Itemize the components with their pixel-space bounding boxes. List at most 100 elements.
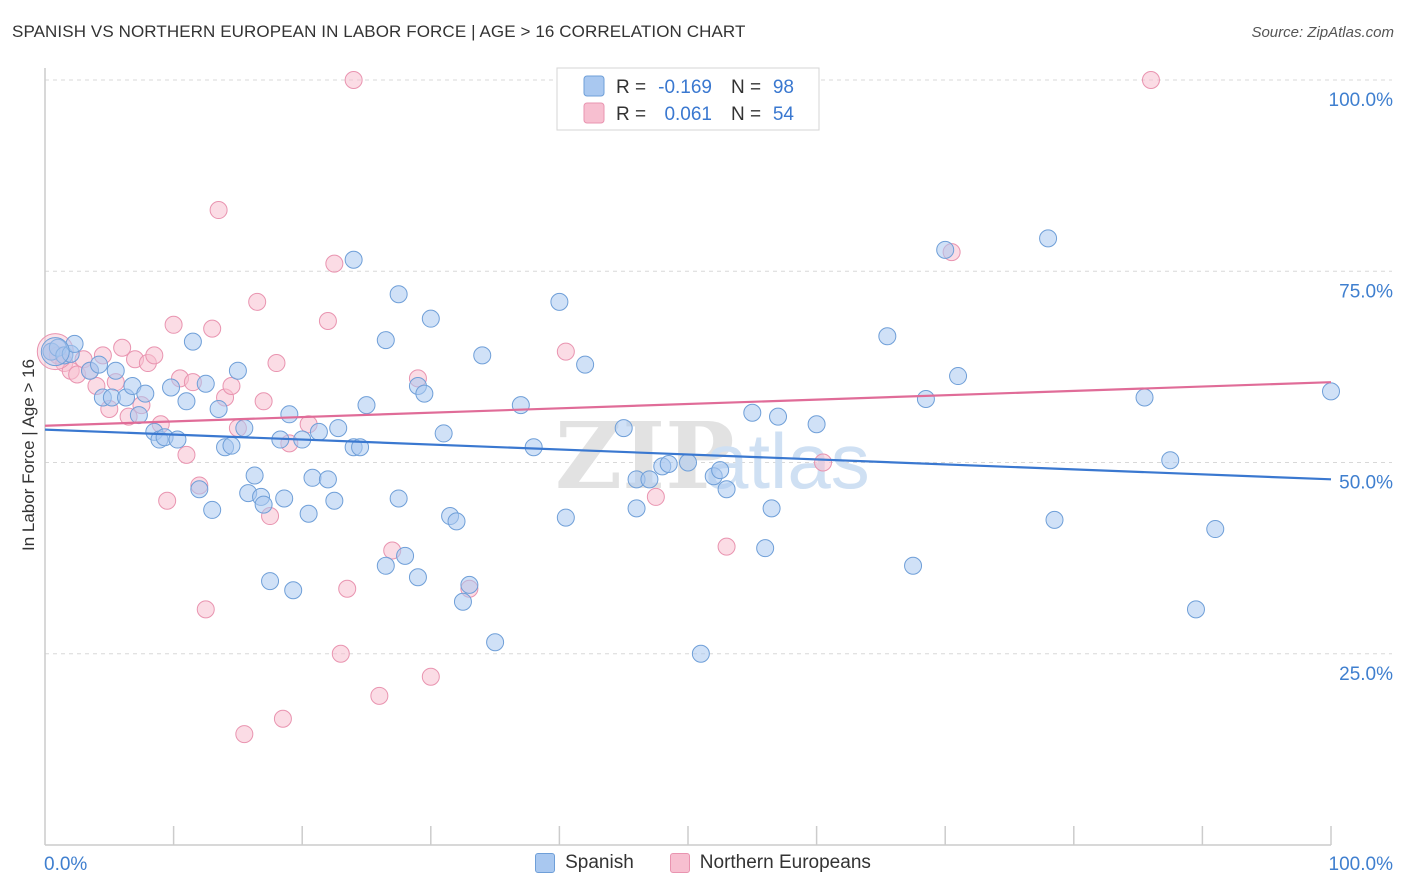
point-spanish xyxy=(90,355,109,374)
point-northern-europeans xyxy=(177,445,196,464)
point-northern-europeans xyxy=(254,392,273,411)
point-spanish xyxy=(235,419,254,438)
y-tick-label: 75.0% xyxy=(1339,281,1393,302)
point-northern-europeans xyxy=(164,315,183,334)
point-spanish xyxy=(344,250,363,269)
legend-n-label-northern: N = xyxy=(731,104,761,125)
point-spanish xyxy=(280,405,299,424)
legend-n-value-northern: 54 xyxy=(773,104,795,125)
point-northern-europeans xyxy=(556,342,575,361)
legend-r-value-northern: 0.061 xyxy=(664,104,712,125)
point-northern-europeans xyxy=(325,254,344,273)
point-northern-europeans xyxy=(344,71,363,89)
point-spanish xyxy=(511,396,530,415)
point-spanish xyxy=(183,332,202,351)
point-northern-europeans xyxy=(273,709,292,728)
point-spanish xyxy=(807,415,826,434)
source-label: Source: ZipAtlas.com xyxy=(1251,24,1394,41)
point-northern-europeans xyxy=(145,346,164,365)
point-spanish xyxy=(408,568,427,587)
legend-label-northern-europeans: Northern Europeans xyxy=(699,852,871,873)
point-northern-europeans xyxy=(370,686,389,705)
point-northern-europeans xyxy=(1141,71,1160,89)
x-tick-label-right: 100.0% xyxy=(1329,854,1394,875)
point-spanish xyxy=(136,384,155,403)
point-spanish xyxy=(106,361,125,380)
point-spanish xyxy=(711,461,730,480)
point-spanish xyxy=(756,539,775,558)
point-spanish xyxy=(190,480,209,499)
point-northern-europeans xyxy=(267,354,286,373)
point-spanish xyxy=(1135,388,1154,407)
point-spanish xyxy=(936,240,955,259)
y-tick-label: 100.0% xyxy=(1329,90,1394,111)
point-spanish xyxy=(299,504,318,523)
y-tick-label: 25.0% xyxy=(1339,664,1393,685)
point-spanish xyxy=(878,327,897,346)
point-northern-europeans xyxy=(338,579,357,598)
point-spanish xyxy=(576,355,595,374)
legend-swatch-spanish xyxy=(583,75,605,97)
point-spanish xyxy=(614,419,633,438)
series-spanish xyxy=(40,229,1340,663)
point-northern-europeans xyxy=(158,491,177,510)
point-spanish xyxy=(318,470,337,489)
chart-title: SPANISH VS NORTHERN EUROPEAN IN LABOR FO… xyxy=(12,22,746,41)
point-northern-europeans xyxy=(235,725,254,744)
point-spanish xyxy=(254,495,273,514)
point-northern-europeans xyxy=(646,487,665,506)
x-tick-label-left: 0.0% xyxy=(44,854,87,875)
point-northern-europeans xyxy=(248,292,267,311)
point-spanish xyxy=(222,436,241,455)
point-spanish xyxy=(556,508,575,527)
point-spanish xyxy=(228,361,247,380)
axes-layer xyxy=(44,68,1332,846)
point-spanish xyxy=(640,470,659,489)
point-spanish xyxy=(325,491,344,510)
point-spanish xyxy=(769,407,788,426)
point-spanish xyxy=(415,384,434,403)
legend-label-spanish: Spanish xyxy=(565,852,634,873)
point-spanish xyxy=(916,390,935,409)
point-spanish xyxy=(275,489,294,508)
point-spanish xyxy=(717,480,736,499)
legend-box: R = -0.169 N = 98 R = 0.061 N = 54 xyxy=(556,67,820,131)
y-axis-label: In Labor Force | Age > 16 xyxy=(19,359,38,551)
legend-r-label-northern: R = xyxy=(616,104,646,125)
point-spanish xyxy=(447,512,466,531)
legend-swatch-spanish-bottom xyxy=(535,853,556,873)
point-spanish xyxy=(389,285,408,304)
tick-labels: 100.0% 75.0% 50.0% 25.0% 0.0% 100.0% xyxy=(44,90,1393,875)
point-spanish xyxy=(209,399,228,418)
point-spanish xyxy=(261,572,280,591)
point-spanish xyxy=(453,592,472,611)
point-spanish xyxy=(762,499,781,518)
point-spanish xyxy=(65,334,84,353)
point-spanish xyxy=(177,392,196,411)
legend-item-northern-europeans[interactable]: Northern Europeans xyxy=(669,852,871,874)
point-northern-europeans xyxy=(318,311,337,330)
point-spanish xyxy=(679,453,697,472)
point-spanish xyxy=(376,556,395,575)
point-spanish xyxy=(486,633,505,652)
legend-r-label-spanish: R = xyxy=(616,77,646,98)
point-spanish xyxy=(949,367,968,386)
point-spanish xyxy=(309,422,328,441)
point-northern-europeans xyxy=(203,319,222,338)
point-spanish xyxy=(196,374,215,393)
legend-n-label-spanish: N = xyxy=(731,77,761,98)
point-spanish xyxy=(434,424,453,443)
point-spanish xyxy=(329,419,348,438)
point-spanish xyxy=(162,378,181,397)
trend-line-spanish xyxy=(44,428,1332,481)
point-spanish xyxy=(1186,600,1205,619)
point-northern-europeans xyxy=(421,667,440,686)
trend-line-northern-europeans xyxy=(44,381,1332,427)
point-spanish xyxy=(203,500,222,519)
legend-item-spanish[interactable]: Spanish xyxy=(535,852,634,874)
point-spanish xyxy=(376,331,395,350)
point-spanish xyxy=(245,466,264,485)
point-spanish xyxy=(473,346,492,365)
legend-swatch-northern-bottom xyxy=(669,853,690,873)
